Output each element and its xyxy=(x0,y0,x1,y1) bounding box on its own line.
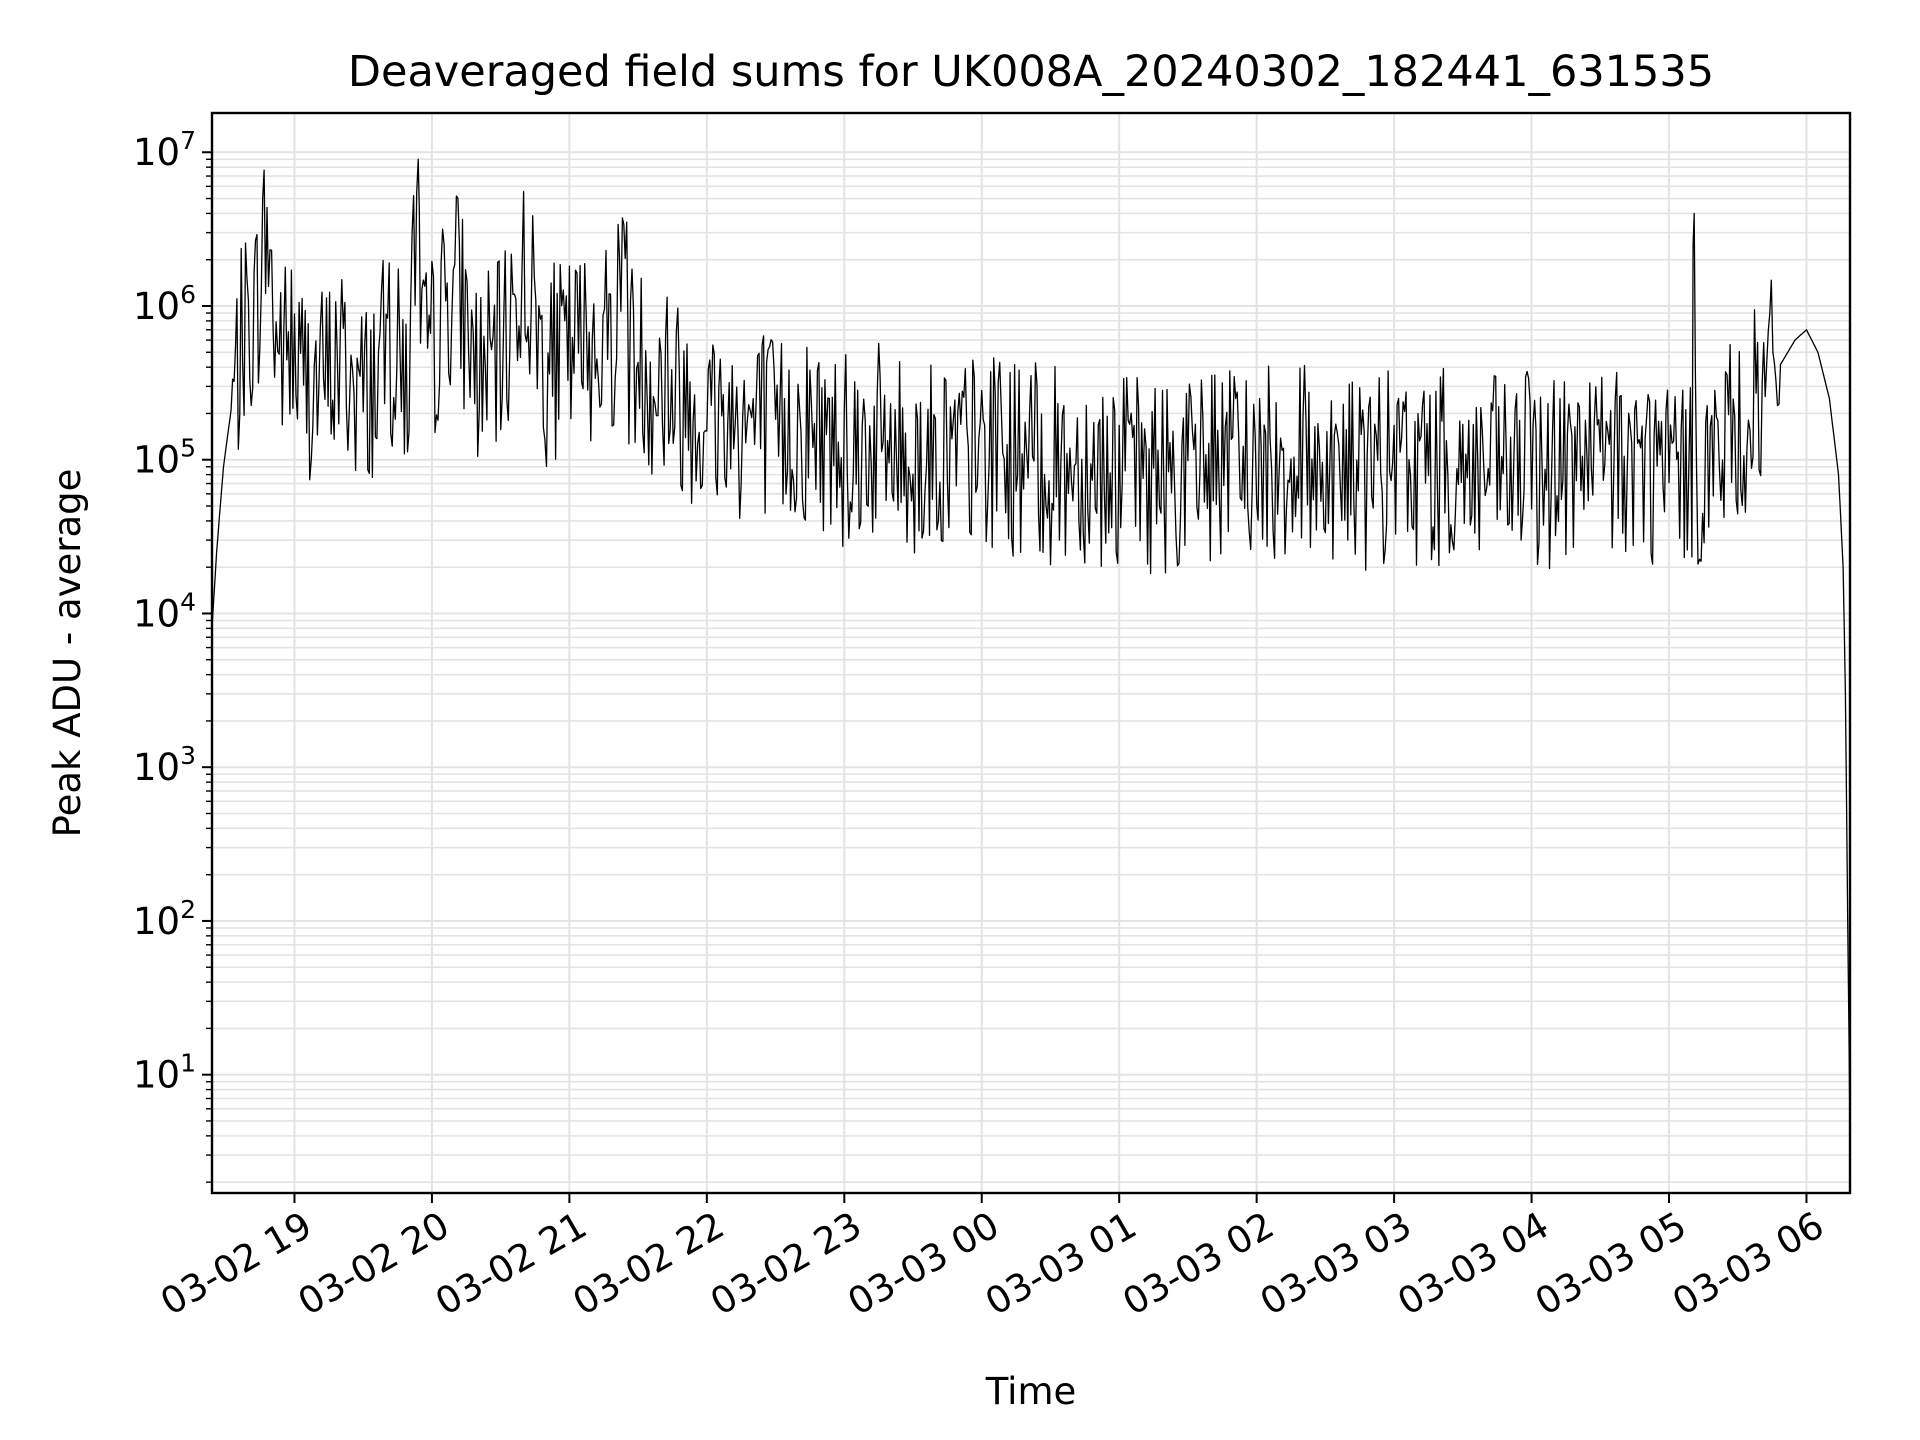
y-tick-label: 103 xyxy=(133,741,196,789)
y-tick-label: 101 xyxy=(133,1049,196,1097)
series-line xyxy=(211,158,1851,1136)
y-tick-label: 105 xyxy=(133,434,196,482)
chart-title: Deaveraged field sums for UK008A_2024030… xyxy=(348,47,1714,97)
y-tick-label: 104 xyxy=(133,587,196,635)
y-tick-label: 107 xyxy=(133,126,196,174)
y-tick-label: 106 xyxy=(133,280,196,328)
y-axis-label: Peak ADU - average xyxy=(46,469,89,838)
x-axis-label: Time xyxy=(985,1370,1077,1413)
grid xyxy=(212,113,1850,1193)
y-tick-label: 102 xyxy=(133,895,196,943)
series-layer xyxy=(211,158,1851,1136)
plot-area-frame xyxy=(210,111,1852,1195)
